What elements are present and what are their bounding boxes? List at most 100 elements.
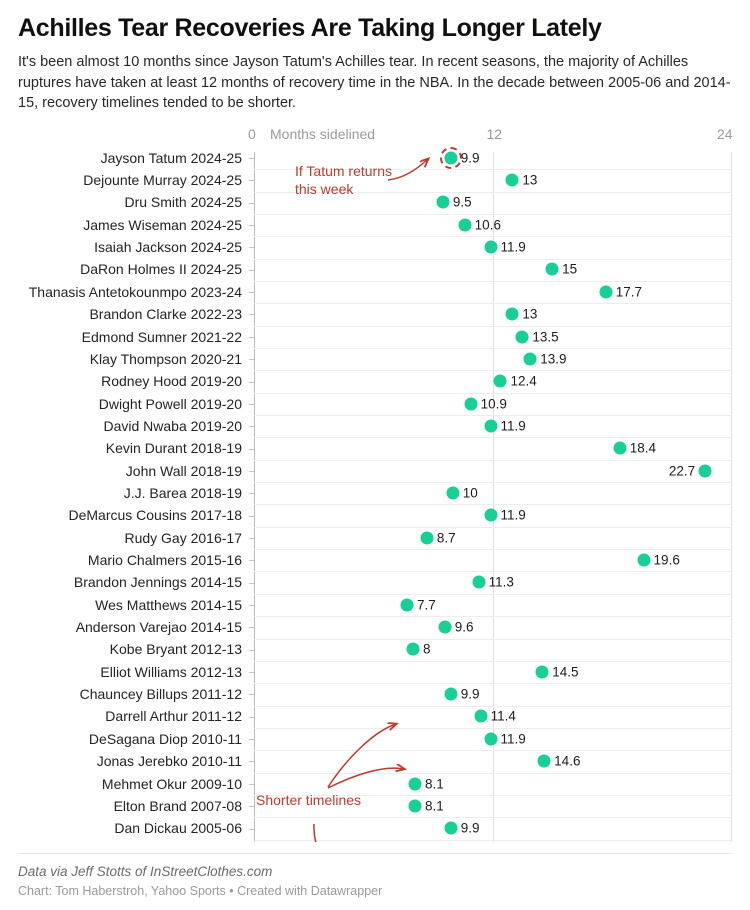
row-divider [254,459,732,461]
row-tick [249,336,254,338]
category-label: Dwight Powell 2019-20 [98,395,242,412]
x-tick-label-24: 24 [717,125,733,142]
row-tick [249,470,254,472]
row-tick [249,805,254,807]
category-label: Thanasis Antetokounmpo 2023-24 [28,283,242,300]
data-point-label: 10.9 [480,396,507,412]
data-point[interactable] [438,620,452,634]
row-divider [254,548,732,550]
data-point[interactable] [484,240,497,254]
data-point-label: 9.6 [454,619,474,635]
row-divider [254,816,732,818]
data-point-label: 22.7 [668,463,696,479]
dot-plot-chart: Months sidelined 0 12 24 Jayson Tatum 2024-… [0,126,750,842]
row-tick [249,492,254,494]
category-label: J.J. Barea 2018-19 [123,484,242,501]
data-point[interactable] [444,687,458,701]
category-label: Rudy Gay 2016-17 [124,529,242,546]
plot-area: Months sidelined 0 12 24 Jayson Tatum 2024-… [0,126,750,842]
category-label: Mario Chalmers 2015-16 [87,552,242,569]
row-divider [254,258,732,260]
data-point[interactable] [406,642,420,656]
data-point-label: 7.7 [417,597,436,613]
data-point[interactable] [408,777,422,791]
data-point-label: 18.4 [629,440,656,456]
data-point[interactable] [472,575,486,589]
data-point-label: 14.6 [554,753,581,769]
data-point[interactable] [444,821,458,835]
row-divider [254,414,732,416]
row-divider [254,727,732,729]
data-point[interactable] [446,486,460,500]
data-point[interactable] [545,262,559,276]
data-point[interactable] [484,732,497,746]
category-label: Rodney Hood 2019-20 [101,373,242,390]
annotation-tatum-return: If Tatum returns this week [295,162,393,197]
annotation-shorter-timelines: Shorter timelines [256,791,362,808]
data-point-label: 9.9 [460,686,480,702]
credit-note: Chart: Tom Haberstroh, Yahoo Sports • Cr… [18,884,383,898]
data-point-label: 13.5 [532,329,559,345]
data-point-label: 17.7 [615,284,643,300]
row-tick [249,582,254,584]
data-point[interactable] [535,665,549,679]
data-point[interactable] [464,397,478,411]
row-divider [254,436,732,438]
category-label: Jayson Tatum 2024-25 [100,149,242,166]
data-point-label: 10.6 [474,217,501,233]
data-point-label: 14.5 [552,664,579,680]
row-divider [254,615,732,617]
data-point-label: 8.7 [436,530,456,546]
data-point[interactable] [505,173,519,187]
data-point[interactable] [408,799,422,813]
data-point[interactable] [474,709,488,723]
data-point[interactable] [400,598,414,612]
data-point[interactable] [493,374,507,388]
row-tick [249,403,254,405]
data-point-label: 11.9 [500,418,526,434]
x-axis-title: Months sidelined [270,125,376,142]
category-label: Elliot Williams 2012-13 [100,663,242,680]
row-tick [249,716,254,718]
row-divider [254,213,732,215]
category-label: David Nwaba 2019-20 [103,417,242,434]
category-label: James Wiseman 2024-25 [83,216,242,233]
data-point[interactable] [505,307,519,321]
data-point-label: 8 [423,641,431,657]
data-point[interactable] [537,754,551,768]
data-point-label: 9.9 [460,820,480,836]
category-label: Kevin Durant 2018-19 [105,440,242,457]
row-tick [249,738,254,740]
row-divider [254,705,732,707]
data-point[interactable] [436,195,450,209]
row-divider [254,302,732,304]
row-divider [254,168,732,170]
category-label: Brandon Clarke 2022-23 [89,306,242,323]
chart-subtitle: It's been almost 10 months since Jayson … [18,54,731,112]
data-point[interactable] [484,508,497,522]
source-note: Data via Jeff Stotts of InStreetClothes.… [18,864,273,879]
category-label: Mehmet Okur 2009-10 [101,775,242,792]
row-tick [249,537,254,539]
data-point[interactable] [458,218,472,232]
data-point[interactable] [637,553,651,567]
row-tick [249,559,254,561]
row-divider [254,682,732,684]
data-point[interactable] [698,464,712,478]
row-tick [249,202,254,204]
row-divider [254,280,732,282]
data-point[interactable] [599,285,613,299]
row-divider [254,347,732,349]
data-point[interactable] [484,419,497,433]
row-tick [249,760,254,762]
highlight-ring-icon [439,146,462,169]
data-point[interactable] [420,531,434,545]
row-divider [254,503,732,505]
data-point[interactable] [515,330,529,344]
row-tick [249,783,254,785]
data-point[interactable] [613,441,627,455]
category-label: Elton Brand 2007-08 [113,797,242,814]
row-divider [254,660,732,662]
data-point[interactable] [523,352,537,366]
row-divider [254,526,732,528]
